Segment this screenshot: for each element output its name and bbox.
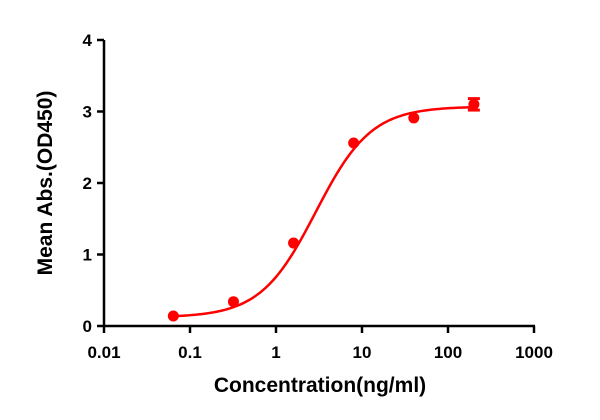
fit-curve-path xyxy=(173,105,474,318)
data-point xyxy=(167,310,179,322)
y-tick-label: 3 xyxy=(83,103,92,122)
x-tick-label: 10 xyxy=(353,343,372,362)
fit-curve xyxy=(173,105,474,318)
x-axis-title: Concentration(ng/ml) xyxy=(214,374,426,397)
x-tick-label: 0.1 xyxy=(178,343,202,362)
data-point xyxy=(348,137,360,149)
data-points xyxy=(167,97,480,322)
x-tick-label: 100 xyxy=(434,343,462,362)
y-tick-label: 0 xyxy=(83,317,92,336)
data-point xyxy=(408,112,420,124)
y-tick-label: 4 xyxy=(83,31,93,50)
y-axis-ticks: 0 1 2 3 4 xyxy=(83,31,104,336)
y-axis-title: Mean Abs.(OD450) xyxy=(34,91,57,276)
y-tick-label: 1 xyxy=(83,246,92,265)
data-point xyxy=(288,237,300,249)
y-tick-label: 2 xyxy=(83,174,92,193)
x-axis-ticks: 0.01 0.1 1 10 100 1000 xyxy=(87,326,553,362)
x-tick-label: 1 xyxy=(271,343,280,362)
data-point xyxy=(227,296,239,308)
data-point xyxy=(468,98,480,110)
x-tick-label: 1000 xyxy=(515,343,553,362)
x-tick-label: 0.01 xyxy=(87,343,120,362)
